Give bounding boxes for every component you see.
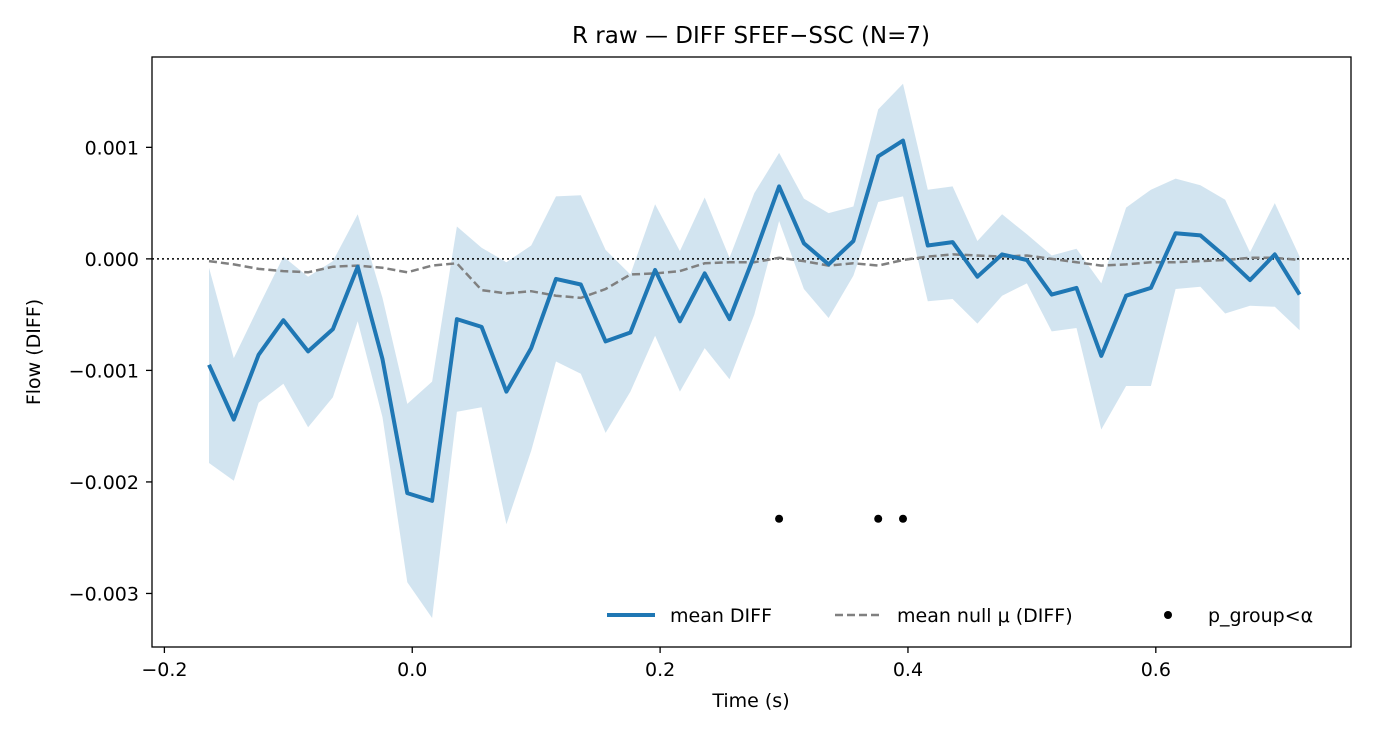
significance-point: [899, 514, 908, 523]
y-tick-label: −0.002: [69, 472, 139, 494]
y-axis-label: Flow (DIFF): [23, 299, 45, 405]
confidence-band: [209, 83, 1300, 619]
x-tick-label: 0.2: [645, 659, 675, 681]
legend-swatch-sig: [1164, 611, 1172, 619]
plot-area: [152, 83, 1351, 619]
x-tick-label: 0.0: [397, 659, 427, 681]
significance-point: [775, 514, 784, 523]
significance-point: [874, 514, 883, 523]
legend: mean DIFF mean null μ (DIFF) p_group<α: [607, 605, 1313, 627]
chart-title: R raw — DIFF SFEF−SSC (N=7): [572, 23, 930, 49]
x-axis-label: Time (s): [711, 690, 789, 712]
x-tick-label: 0.6: [1141, 659, 1171, 681]
x-tick-label: 0.4: [893, 659, 923, 681]
legend-label-null: mean null μ (DIFF): [897, 605, 1073, 627]
y-tick-label: −0.001: [69, 360, 139, 382]
y-tick-label: −0.003: [69, 583, 139, 605]
x-axis: −0.2 0.0 0.2 0.4 0.6: [141, 647, 1171, 681]
y-tick-label: 0.001: [85, 137, 139, 159]
axes-frame: [151, 56, 1352, 648]
legend-label-mean: mean DIFF: [670, 605, 772, 627]
x-tick-label: −0.2: [141, 659, 187, 681]
null-mean-line: [208, 253, 1300, 300]
mean-diff-line: [207, 138, 1302, 503]
y-tick-label: 0.000: [85, 249, 139, 271]
y-axis: 0.001 0.000 −0.001 −0.002 −0.003: [69, 137, 152, 605]
legend-label-sig: p_group<α: [1208, 605, 1313, 627]
